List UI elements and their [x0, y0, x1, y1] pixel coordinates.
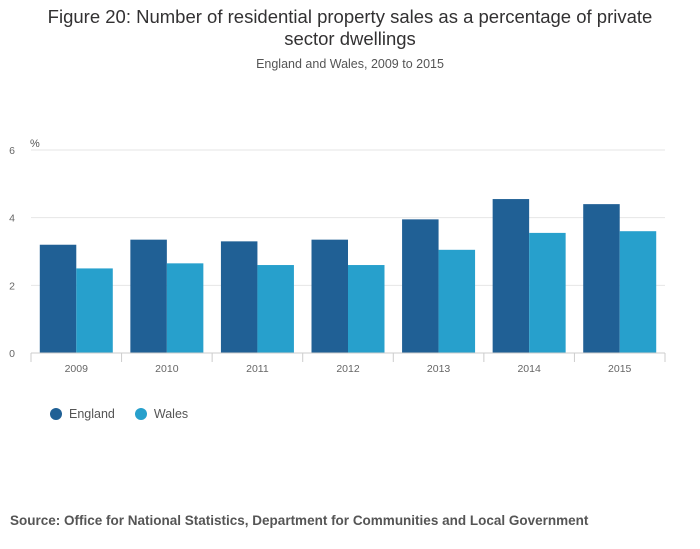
y-axis-label: % [30, 138, 40, 150]
x-tick-label-2014: 2014 [517, 363, 541, 375]
x-tick-label-2011: 2011 [246, 363, 269, 375]
y-tick-label-2: 2 [9, 280, 15, 292]
bar-england-2014 [492, 199, 530, 353]
legend-label-wales: Wales [153, 407, 189, 421]
legend-swatch-wales [134, 408, 147, 420]
x-tick-label-2015: 2015 [608, 363, 632, 375]
bar-wales-2012 [348, 265, 385, 353]
bar-england-2015 [583, 204, 620, 353]
bar-england-2011 [220, 241, 258, 353]
legend-label-england: England [69, 407, 115, 421]
bar-england-2009 [39, 244, 77, 353]
chart-title-line-1: Figure 20: Number of residential propert… [47, 6, 653, 27]
x-tick-label-2012: 2012 [336, 363, 360, 375]
x-tick-label-2009: 2009 [65, 363, 89, 375]
bar-wales-2010 [166, 263, 204, 353]
bar-wales-2014 [529, 232, 566, 353]
bar-wales-2013 [438, 249, 476, 353]
legend-swatch-england [50, 408, 62, 420]
legend-item-england[interactable]: England [50, 407, 115, 421]
chart-legend: England Wales [50, 407, 188, 421]
bar-wales-2015 [619, 231, 657, 353]
chart-title-line-2: sector dwellings [284, 28, 416, 49]
x-tick-label-2013: 2013 [427, 363, 451, 375]
bar-wales-2011 [257, 265, 294, 353]
x-tick-label-2010: 2010 [155, 363, 179, 375]
y-tick-label-6: 6 [9, 145, 15, 157]
bar-wales-2009 [76, 268, 113, 353]
bar-england-2010 [130, 239, 167, 353]
y-tick-label-0: 0 [9, 348, 15, 360]
chart-subtitle: England and Wales, 2009 to 2015 [256, 57, 444, 71]
bar-england-2013 [402, 219, 439, 353]
source-note: Source: Office for National Statistics, … [10, 513, 589, 528]
y-tick-label-4: 4 [9, 213, 15, 225]
chart-title: Figure 20: Number of residential propert… [0, 6, 700, 50]
legend-item-wales[interactable]: Wales [134, 407, 189, 421]
bar-england-2012 [311, 239, 348, 353]
